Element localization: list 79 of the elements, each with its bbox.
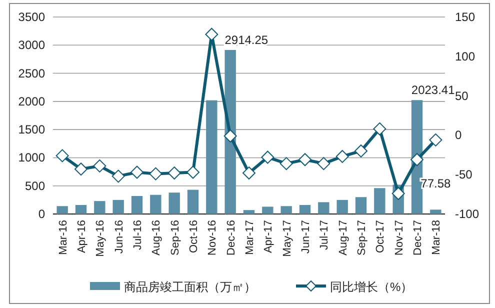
point [74, 162, 88, 176]
point [373, 122, 386, 136]
bar [318, 202, 330, 214]
point [168, 166, 181, 180]
point [130, 166, 144, 179]
point [261, 150, 274, 164]
point [149, 167, 162, 180]
data-label: 2914.25 [224, 32, 268, 47]
y2-tick-label: -50 [455, 168, 473, 182]
y-tick-label: 1500 [18, 122, 46, 137]
x-tick-label: May-17 [281, 220, 294, 257]
bar [131, 196, 143, 214]
bar [187, 190, 199, 214]
point [112, 170, 125, 183]
point [93, 159, 106, 172]
bar [94, 201, 106, 214]
y-tick-label: 1000 [18, 150, 46, 165]
point [280, 157, 293, 170]
point [224, 129, 237, 142]
x-tick-label: Sep-16 [169, 220, 182, 256]
y-tick-label: 0 [38, 207, 46, 221]
y2-tick-label: 0 [455, 128, 462, 142]
y2-tick-label: 50 [455, 88, 469, 103]
bar [355, 197, 367, 214]
x-tick-label: Mar-16 [57, 220, 70, 255]
x-tick-label: Dec-17 [412, 220, 424, 256]
bar [299, 204, 311, 214]
y2-tick-label: 150 [455, 10, 476, 24]
point [336, 150, 349, 163]
point [242, 166, 256, 180]
point [392, 187, 405, 200]
x-tick-label: Dec-16 [225, 220, 238, 256]
y2-tick-label: 100 [455, 49, 476, 64]
x-tick-label: May-16 [94, 220, 107, 257]
x-tick-label: Sep-17 [356, 220, 368, 256]
x-tick-label: Apr-16 [76, 220, 88, 254]
x-tick-label: Oct-16 [188, 220, 200, 254]
x-tick-label: Aug-17 [337, 220, 350, 256]
x-tick-label: Oct-17 [374, 220, 387, 254]
legend-label: 同比增长（%） [330, 280, 413, 294]
x-tick-label: Aug-16 [150, 220, 163, 256]
point [186, 166, 200, 179]
bar [374, 188, 386, 214]
x-tick-label: Jun-17 [300, 220, 312, 254]
y-tick-label: 3000 [18, 38, 46, 52]
point [317, 157, 330, 170]
y-tick-label: 2000 [18, 94, 46, 108]
bar [75, 204, 87, 214]
x-tick-label: Nov-17 [393, 220, 406, 256]
x-tick-label: Apr-17 [262, 220, 275, 254]
bar [262, 206, 274, 214]
bar [206, 100, 218, 214]
bar [280, 206, 292, 214]
y2-tick-label: -100 [455, 207, 480, 221]
data-label: 2023.41 [411, 83, 456, 98]
bar [112, 200, 124, 214]
y-tick-label: 3500 [18, 10, 46, 24]
y-tick-label: 500 [24, 178, 46, 193]
point [410, 153, 424, 166]
point [298, 153, 312, 166]
point [205, 28, 218, 41]
bar [336, 200, 348, 214]
bar [150, 194, 162, 214]
point [56, 149, 69, 162]
bar [243, 210, 255, 214]
bar [430, 210, 442, 214]
x-tick-label: Jul-16 [132, 220, 144, 250]
y-tick-label: 2500 [18, 66, 46, 80]
bar [168, 192, 180, 214]
point [429, 133, 442, 146]
bar [56, 206, 68, 214]
legend-label: 商品房竣工面积（万㎡） [124, 280, 256, 294]
x-tick-label: Nov-16 [206, 220, 219, 256]
point [354, 144, 368, 158]
x-tick-label: Jun-16 [113, 220, 126, 254]
bar [224, 50, 236, 214]
x-tick-label: Mar-17 [244, 220, 256, 255]
x-tick-label: Jul-17 [318, 220, 331, 250]
x-tick-label: Mar-18 [430, 220, 443, 255]
